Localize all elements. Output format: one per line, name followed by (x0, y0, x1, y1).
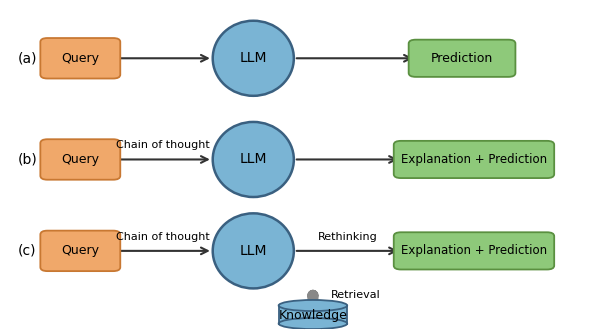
Text: LLM: LLM (240, 152, 267, 166)
Text: (c): (c) (17, 244, 36, 258)
Text: Rethinking: Rethinking (317, 232, 377, 242)
Text: Prediction: Prediction (431, 52, 493, 65)
Bar (279, 305, 347, 324)
FancyBboxPatch shape (40, 38, 120, 78)
Text: Explanation + Prediction: Explanation + Prediction (401, 244, 547, 257)
FancyBboxPatch shape (40, 139, 120, 180)
Ellipse shape (213, 213, 294, 289)
Ellipse shape (213, 21, 294, 96)
Text: Knowledge: Knowledge (279, 309, 347, 322)
Text: (a): (a) (17, 51, 37, 65)
Text: Explanation + Prediction: Explanation + Prediction (401, 153, 547, 166)
Text: Query: Query (61, 244, 99, 257)
Text: (b): (b) (17, 152, 37, 166)
Text: Chain of thought: Chain of thought (116, 232, 210, 242)
Text: LLM: LLM (240, 244, 267, 258)
Text: Chain of thought: Chain of thought (116, 140, 210, 150)
Ellipse shape (213, 122, 294, 197)
Ellipse shape (279, 318, 347, 329)
FancyBboxPatch shape (394, 141, 554, 178)
Ellipse shape (279, 300, 347, 311)
FancyBboxPatch shape (409, 40, 515, 77)
Text: Retrieval: Retrieval (331, 290, 380, 300)
Text: LLM: LLM (240, 51, 267, 65)
Text: Query: Query (61, 153, 99, 166)
FancyBboxPatch shape (40, 231, 120, 271)
Text: Query: Query (61, 52, 99, 65)
FancyBboxPatch shape (394, 232, 554, 270)
